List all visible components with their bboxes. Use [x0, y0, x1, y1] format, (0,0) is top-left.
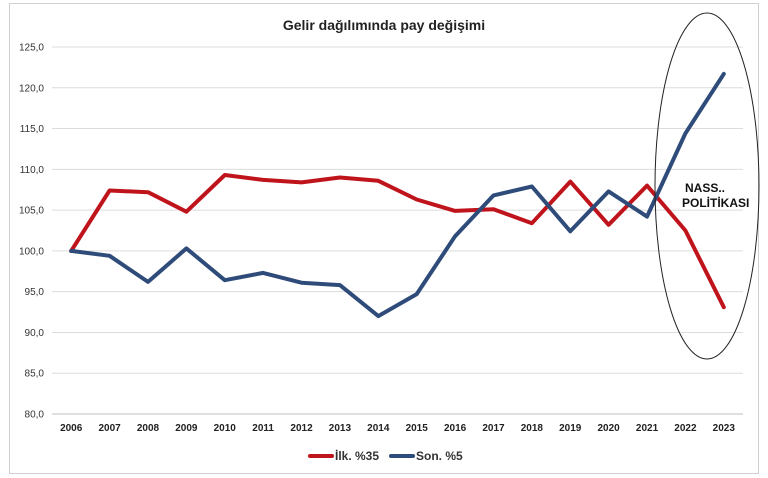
x-tick-label: 2008	[137, 423, 160, 434]
x-tick-label: 2010	[214, 423, 237, 434]
legend-label: Son. %5	[416, 449, 463, 463]
y-tick-label: 100,0	[19, 246, 44, 257]
legend: İlk. %35 Son. %5	[308, 448, 463, 463]
chart-title: Gelir dağılımında pay değişimi	[283, 17, 485, 33]
x-tick-label: 2006	[60, 423, 83, 434]
x-tick-label: 2017	[482, 423, 505, 434]
x-tick-label: 2021	[636, 423, 659, 434]
series-line-2	[69, 71, 726, 319]
x-tick-label: 2020	[598, 423, 621, 434]
annotation-line-2: POLİTİKASI	[682, 195, 749, 210]
y-tick-label: 90,0	[25, 328, 45, 339]
x-tick-label: 2023	[713, 423, 736, 434]
y-tick-label: 105,0	[19, 206, 44, 217]
annotation: NASS.. POLİTİKASI	[654, 12, 760, 360]
y-tick-label: 110,0	[20, 165, 45, 176]
x-tick-label: 2007	[98, 423, 121, 434]
legend-label: İlk. %35	[335, 448, 379, 463]
y-tick-label: 95,0	[25, 287, 45, 298]
x-tick-label: 2011	[252, 423, 274, 434]
x-tick-label: 2013	[329, 423, 352, 434]
x-tick-label: 2018	[521, 423, 544, 434]
series-lines	[69, 71, 726, 319]
annotation-line-1: NASS..	[685, 181, 725, 195]
x-axis: 2006 2007 2008 2009 2010 2011 2012 2013 2014 2015…	[60, 423, 735, 434]
y-axis: 80,0 85,0 90,0 95,0 100,0 105,0 110,0 115,0 120,…	[19, 43, 44, 421]
chart-frame: Gelir dağılımında pay değişimi 80,0 85,0 9…	[9, 3, 760, 474]
y-tick-label: 115,0	[20, 124, 45, 135]
x-tick-label: 2014	[367, 423, 390, 434]
highlight-ellipse	[654, 12, 760, 360]
x-tick-label: 2015	[406, 423, 429, 434]
y-tick-label: 125,0	[19, 43, 44, 54]
y-tick-label: 80,0	[25, 410, 45, 421]
line-chart: Gelir dağılımında pay değişimi 80,0 85,0 9…	[19, 12, 760, 463]
gridlines	[52, 46, 743, 415]
x-tick-label: 2016	[444, 423, 467, 434]
series-line-1	[69, 173, 726, 310]
y-tick-label: 85,0	[25, 369, 45, 380]
x-tick-label: 2012	[290, 423, 313, 434]
x-tick-label: 2022	[674, 423, 697, 434]
x-tick-label: 2009	[175, 423, 198, 434]
y-tick-label: 120,0	[19, 83, 44, 94]
x-tick-label: 2019	[559, 423, 582, 434]
